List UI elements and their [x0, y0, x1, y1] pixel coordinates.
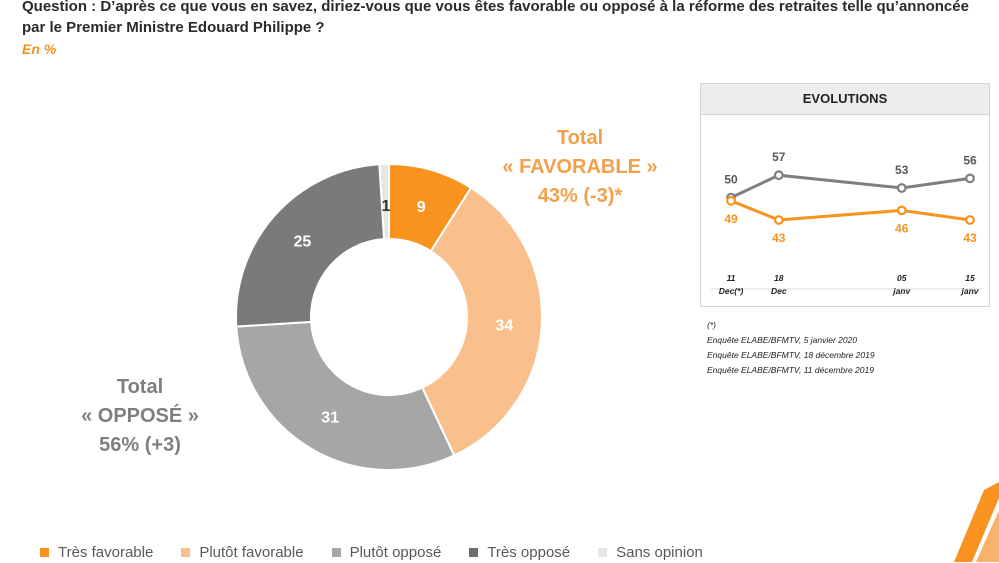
legend-label: Sans opinion — [616, 543, 703, 561]
series-point — [965, 215, 975, 225]
series-value-label: 49 — [724, 212, 738, 226]
series-point — [726, 195, 736, 206]
series-value-label: 43 — [772, 231, 786, 245]
series-value-label: 43 — [963, 231, 977, 245]
total-favorable-line1: Total — [556, 127, 604, 149]
note-line: Enquête ELABE/BFMTV, 5 janvier 2020 — [707, 335, 858, 345]
x-tick-label: 05 — [897, 273, 907, 283]
series-point — [896, 205, 907, 216]
unit-label: En % — [22, 41, 57, 57]
legend-label: Très opposé — [487, 543, 571, 561]
series-value-label: 56 — [963, 153, 977, 167]
legend-swatch — [181, 547, 191, 557]
series-value-label: 57 — [772, 150, 786, 164]
x-tick-label: 11 — [727, 273, 736, 283]
chart-legend: Très favorable Plutôt favorable Plutôt o… — [40, 541, 731, 563]
legend-item: Très favorable — [40, 544, 153, 561]
legend-item: Plutôt favorable — [181, 543, 304, 561]
legend-label: Plutôt favorable — [199, 543, 304, 561]
donut-slice — [235, 320, 456, 471]
series-value-label: 53 — [895, 163, 909, 177]
donut-value-label: 31 — [321, 409, 339, 426]
x-tick-label: 15 — [965, 273, 975, 283]
total-oppose-line2: « OPPOSÉ » — [81, 405, 199, 427]
legend-swatch — [331, 547, 341, 557]
donut-value-label: 1 — [382, 198, 391, 215]
legend-item: Très opposé — [469, 544, 570, 561]
total-favorable-line3: 43% (-3)* — [537, 185, 623, 207]
donut-slice — [378, 162, 390, 241]
x-tick-label: 18 — [774, 273, 784, 283]
series-value-label: 50 — [724, 173, 738, 187]
series-point — [965, 173, 975, 184]
series-line — [730, 199, 971, 222]
total-oppose: Total « OPPOSÉ » 56% (+3) — [60, 373, 220, 460]
survey-notes: (*) Enquête ELABE/BFMTV, 5 janvier 2020 … — [707, 318, 875, 378]
total-oppose-line3: 56% (+3) — [99, 434, 181, 456]
note-asterisk: (*) — [707, 320, 716, 330]
evolutions-title: EVOLUTIONS — [701, 84, 989, 115]
donut-slice — [420, 186, 543, 457]
total-oppose-line1: Total — [116, 376, 164, 398]
legend-swatch — [469, 547, 479, 557]
series-line — [730, 173, 971, 199]
note-line: Enquête ELABE/BFMTV, 18 décembre 2019 — [707, 350, 875, 360]
x-tick-sublabel: Dec — [771, 286, 787, 296]
legend-swatch — [598, 547, 608, 557]
legend-item: Sans opinion — [598, 544, 703, 561]
x-tick-sublabel: janv — [892, 286, 911, 296]
legend-label: Plutôt opposé — [349, 543, 442, 561]
total-favorable-line2: « FAVORABLE » — [502, 156, 658, 178]
evolutions-chart: 50 57 53 56 49 43 46 43 11 Dec(*) 18 Dec 05 janv 15 jan… — [711, 150, 981, 296]
donut-value-label: 25 — [293, 234, 311, 251]
question-text: Question : D’après ce que vous en savez,… — [22, 0, 969, 36]
note-line: Enquête ELABE/BFMTV, 11 décembre 2019 — [707, 365, 874, 375]
total-favorable: Total « FAVORABLE » 43% (-3)* — [490, 124, 670, 211]
legend-item: Plutôt opposé — [331, 543, 442, 561]
x-tick-sublabel: janv — [960, 286, 979, 296]
donut-value-label: 9 — [417, 199, 426, 216]
series-point — [773, 215, 784, 225]
series-point — [773, 170, 784, 181]
evolutions-panel: EVOLUTIONS 50 57 53 56 49 43 46 43 11 Dec(*) 18 Dec… — [700, 83, 990, 307]
donut-slice — [235, 163, 386, 328]
series-point — [896, 183, 907, 193]
series-value-label: 46 — [895, 221, 909, 235]
x-tick-sublabel: Dec(*) — [719, 286, 744, 296]
donut-value-label: 34 — [495, 317, 513, 334]
legend-swatch — [40, 547, 49, 557]
legend-label: Très favorable — [58, 543, 154, 561]
brand-logo-icon — [954, 482, 999, 562]
